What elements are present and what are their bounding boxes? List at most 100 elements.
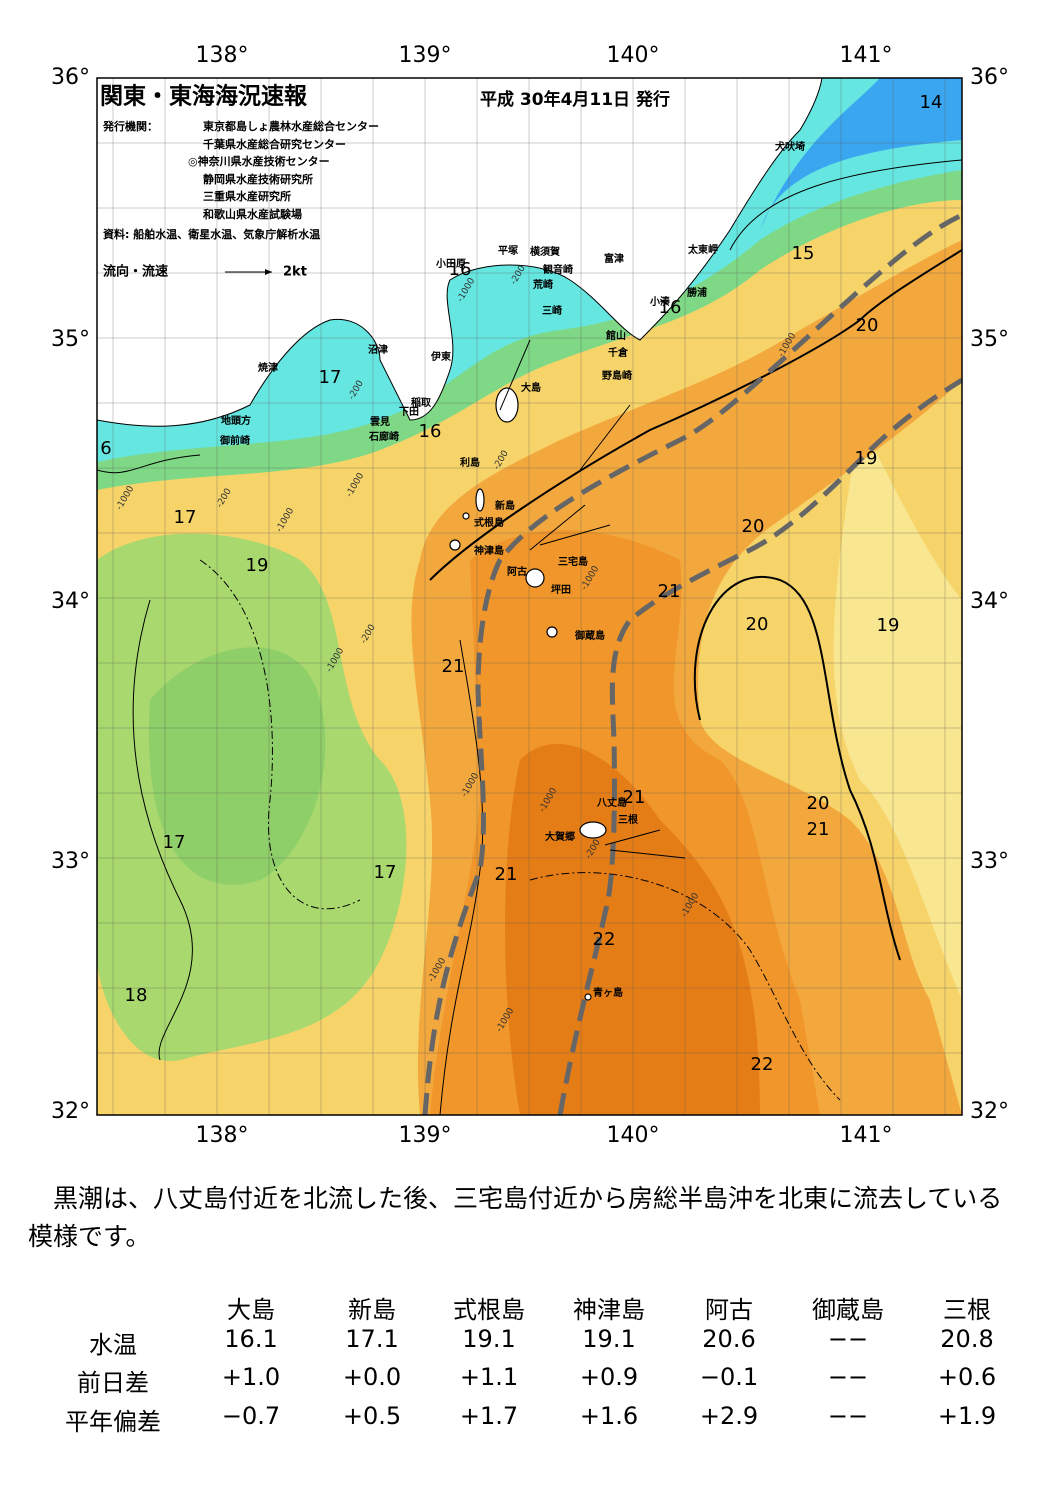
place-name: 犬吠埼 [775, 140, 805, 153]
table-cell: +0.6 [937, 1363, 997, 1391]
isotherm [439, 639, 484, 1115]
isotherm-label: 6 [100, 438, 111, 459]
isotherm-label: 21 [658, 581, 681, 602]
isotherm [729, 159, 962, 251]
table-cell: +1.9 [937, 1402, 997, 1430]
graticule [97, 78, 962, 1115]
isotherm-label: 22 [751, 1054, 774, 1075]
table-cell: 20.8 [940, 1325, 994, 1353]
place-name: 雲見 [370, 416, 390, 428]
table-cell: +1.0 [221, 1363, 281, 1391]
map: 関東・東海海況速報 平成 30年4月11日 発行 発行機関： 資料: 船舶水温、… [51, 43, 1009, 1148]
table-cell: −− [827, 1325, 869, 1353]
sea-orange-deep [505, 743, 760, 1115]
place-name: 太東岬 [687, 243, 718, 256]
table-cell: 20.6 [702, 1325, 756, 1353]
lon-label: 139° [399, 43, 452, 68]
isotherm-label: 18 [125, 985, 148, 1006]
lon-label: 138° [196, 43, 249, 68]
island [525, 568, 545, 588]
isotherm-label: 17 [163, 832, 186, 853]
publisher: 千葉県水産総合研究センター [203, 137, 346, 151]
isotherm-label: 20 [746, 614, 769, 635]
island [546, 626, 558, 638]
table-header: 御蔵島 [812, 1296, 884, 1324]
place-name: 御蔵島 [574, 629, 605, 642]
isotherm-label: 17 [319, 367, 342, 388]
place-name: 稲取 [411, 396, 432, 409]
table-header: 式根島 [453, 1296, 525, 1324]
isotherm-label: 16 [419, 421, 442, 442]
place-name: 観音崎 [543, 263, 573, 276]
row-label: 水温 [89, 1331, 137, 1359]
lat-label: 34° [51, 589, 90, 614]
island [495, 387, 519, 423]
place-name: 八丈島 [596, 796, 627, 809]
place-name: 千倉 [608, 346, 629, 359]
current-arrow [579, 404, 631, 471]
lon-label: 138° [196, 1123, 249, 1148]
isotherm-label: 19 [246, 555, 269, 576]
place-name: 大島 [521, 381, 541, 394]
place-name: 小湊 [649, 295, 671, 308]
kuroshio-axis [422, 212, 962, 1115]
lon-label: 141° [840, 1123, 893, 1148]
map-frame [96, 77, 963, 1116]
place-name: 沼津 [368, 343, 388, 356]
current-arrow [604, 829, 661, 846]
island [462, 512, 470, 520]
isotherm-label: 19 [855, 448, 878, 469]
place-name: 石廊崎 [368, 430, 399, 443]
island [579, 821, 607, 839]
publisher: ◎神奈川県水産技術センター [188, 154, 330, 168]
publisher: 東京都島しょ農林水産総合センター [203, 119, 379, 133]
land [97, 78, 823, 427]
island [475, 488, 485, 512]
current-arrow [539, 524, 611, 546]
place-name: 三宅島 [558, 555, 588, 568]
isotherm-label: 19 [877, 615, 900, 636]
isotherm-label: 21 [495, 864, 518, 885]
lat-label: 34° [970, 589, 1009, 614]
place-name: 伊東 [430, 350, 451, 363]
place-name: 新島 [495, 499, 515, 512]
place-name: 館山 [605, 329, 626, 342]
isotherm-label: 15 [792, 243, 815, 264]
place-name: 利島 [460, 456, 480, 469]
place-name: 坪田 [551, 583, 571, 596]
table-header: 神津島 [573, 1296, 645, 1324]
publisher: 静岡県水産技術研究所 [203, 172, 313, 186]
row-label: 前日差 [77, 1369, 149, 1397]
place-name: 小田原 [435, 257, 466, 270]
isotherm [693, 575, 901, 961]
row-label: 平年偏差 [65, 1408, 161, 1436]
table-cell: −− [827, 1402, 869, 1430]
lat-label: 36° [51, 65, 90, 90]
table-cell: 19.1 [582, 1325, 636, 1353]
table-cell: 16.1 [224, 1325, 278, 1353]
island [584, 993, 592, 1001]
table-cell: −0.7 [221, 1402, 281, 1430]
place-name: 三根 [618, 813, 638, 826]
isotherm-label: 16 [449, 259, 472, 280]
isotherm-label: 21 [623, 787, 646, 808]
lat-label: 33° [51, 849, 90, 874]
isotherm-label: 17 [174, 507, 197, 528]
isotherm-label: 20 [856, 315, 879, 336]
current-scale-arrowhead [265, 269, 272, 275]
isotherm [97, 454, 201, 474]
lat-label: 33° [970, 849, 1009, 874]
table-cell: +2.9 [699, 1402, 759, 1430]
place-name: 青ヶ島 [593, 986, 623, 999]
sea-blue [760, 78, 962, 230]
place-name: 式根島 [474, 516, 504, 529]
table-cell: +0.5 [342, 1402, 402, 1430]
isotherm-label: 17 [374, 862, 397, 883]
table-cell: +1.7 [459, 1402, 519, 1430]
place-name: 阿古 [507, 565, 527, 578]
isotherm-label: 14 [920, 92, 943, 113]
place-name: 神津島 [474, 544, 504, 557]
table-header: 新島 [348, 1296, 396, 1324]
publisher: 三重県水産研究所 [203, 189, 291, 203]
